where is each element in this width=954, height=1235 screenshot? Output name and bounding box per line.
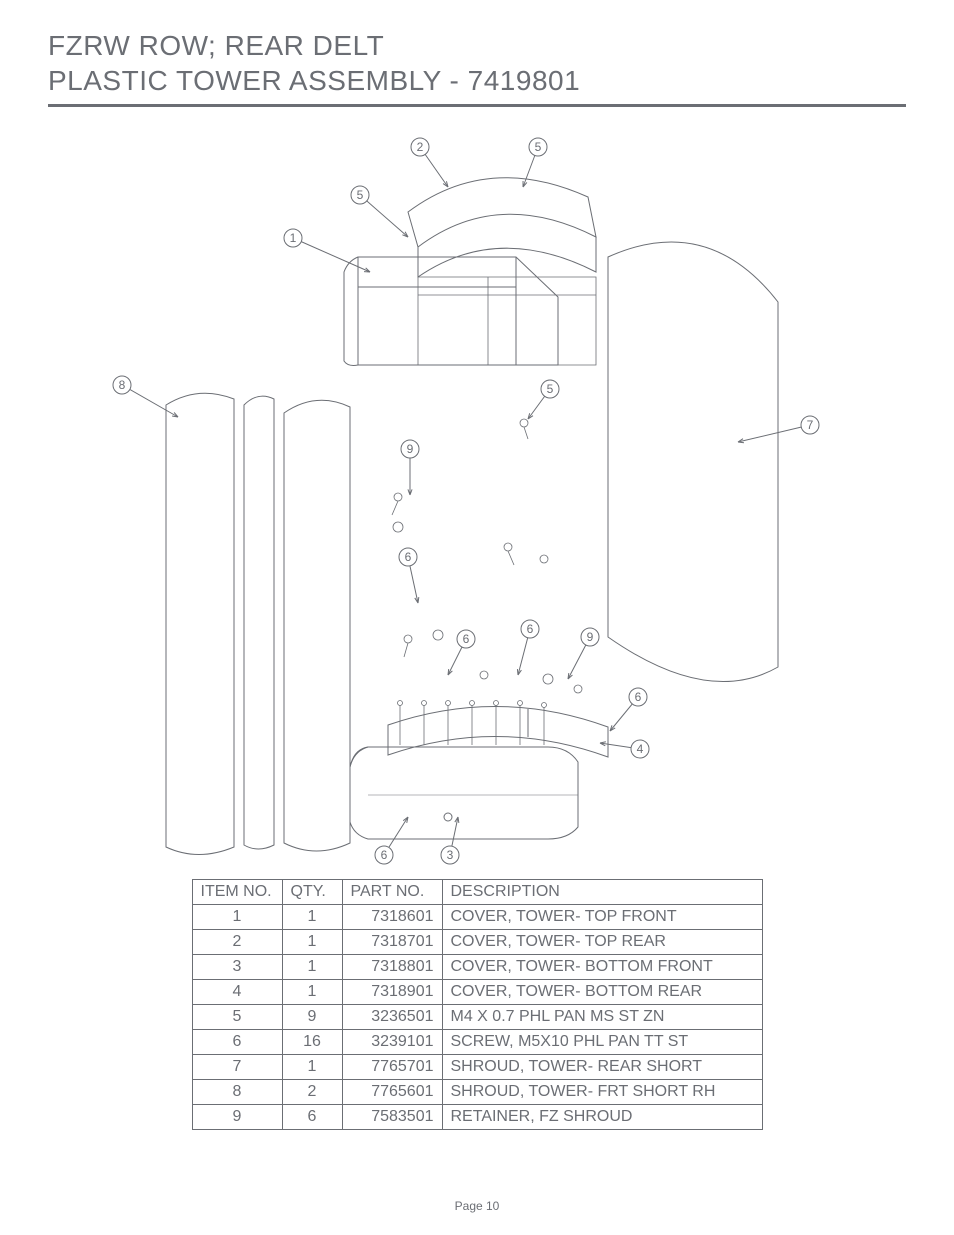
cell-desc: SHROUD, TOWER- FRT SHORT RH xyxy=(442,1080,762,1105)
balloon-label: 1 xyxy=(290,231,297,245)
table-row: 317318801COVER, TOWER- BOTTOM FRONT xyxy=(192,955,762,980)
part-cover-top-rear xyxy=(408,178,596,277)
cell-part: 7765701 xyxy=(342,1055,442,1080)
balloon-label: 7 xyxy=(807,418,814,432)
cell-qty: 6 xyxy=(282,1105,342,1130)
balloon-label: 9 xyxy=(407,442,414,456)
part-shroud-front-left xyxy=(166,393,350,854)
cell-part: 7318901 xyxy=(342,980,442,1005)
balloon-label: 6 xyxy=(463,632,470,646)
col-part-no: PART NO. xyxy=(342,880,442,905)
part-cover-bottom-rear xyxy=(388,706,608,757)
table-row: 417318901COVER, TOWER- BOTTOM REAR xyxy=(192,980,762,1005)
title-line-2: PLASTIC TOWER ASSEMBLY - 7419801 xyxy=(48,65,580,96)
balloon-label: 2 xyxy=(417,140,424,154)
cell-desc: M4 X 0.7 PHL PAN MS ST ZN xyxy=(442,1005,762,1030)
page-title: FZRW ROW; REAR DELT PLASTIC TOWER ASSEMB… xyxy=(48,28,906,98)
part-cover-bottom-front xyxy=(350,747,578,839)
cell-qty: 16 xyxy=(282,1030,342,1055)
balloon-label: 5 xyxy=(535,140,542,154)
leader-line xyxy=(738,425,810,442)
title-line-1: FZRW ROW; REAR DELT xyxy=(48,30,384,61)
cell-qty: 9 xyxy=(282,1005,342,1030)
leader-line xyxy=(360,195,408,237)
table-row: 717765701SHROUD, TOWER- REAR SHORT xyxy=(192,1055,762,1080)
leader-arrow xyxy=(172,412,178,417)
cell-item: 3 xyxy=(192,955,282,980)
cell-part: 7318601 xyxy=(342,905,442,930)
cell-item: 6 xyxy=(192,1030,282,1055)
page-number: Page 10 xyxy=(0,1199,954,1213)
part-cover-top-front xyxy=(344,257,558,366)
cell-item: 5 xyxy=(192,1005,282,1030)
table-row: 827765601SHROUD, TOWER- FRT SHORT RH xyxy=(192,1080,762,1105)
table-row: 967583501RETAINER, FZ SHROUD xyxy=(192,1105,762,1130)
table-row: 6163239101SCREW, M5X10 PHL PAN TT ST xyxy=(192,1030,762,1055)
leader-line xyxy=(293,238,370,272)
cell-desc: COVER, TOWER- TOP REAR xyxy=(442,930,762,955)
table-row: 217318701COVER, TOWER- TOP REAR xyxy=(192,930,762,955)
balloon-label: 3 xyxy=(447,848,454,862)
balloon-label: 6 xyxy=(381,848,388,862)
cell-item: 7 xyxy=(192,1055,282,1080)
cell-desc: COVER, TOWER- BOTTOM REAR xyxy=(442,980,762,1005)
cell-desc: SCREW, M5X10 PHL PAN TT ST xyxy=(442,1030,762,1055)
col-qty: QTY. xyxy=(282,880,342,905)
cell-desc: SHROUD, TOWER- REAR SHORT xyxy=(442,1055,762,1080)
balloon-label: 6 xyxy=(635,690,642,704)
balloon-label: 6 xyxy=(405,550,412,564)
exploded-diagram: 1 2 5 5 5 7 8 9 6 6 6 9 6 4 6 3 xyxy=(48,127,906,867)
title-rule xyxy=(48,104,906,107)
balloon-label: 4 xyxy=(637,742,644,756)
cell-item: 8 xyxy=(192,1080,282,1105)
diagram-svg: 1 2 5 5 5 7 8 9 6 6 6 9 6 4 6 3 xyxy=(48,127,906,867)
cell-part: 7318801 xyxy=(342,955,442,980)
balloon-label: 9 xyxy=(587,630,594,644)
cell-part: 3236501 xyxy=(342,1005,442,1030)
balloon-label: 5 xyxy=(547,382,554,396)
cell-qty: 1 xyxy=(282,905,342,930)
cell-part: 7318701 xyxy=(342,930,442,955)
cell-qty: 1 xyxy=(282,955,342,980)
leader-line xyxy=(122,385,178,417)
cell-part: 3239101 xyxy=(342,1030,442,1055)
cell-item: 9 xyxy=(192,1105,282,1130)
cell-item: 4 xyxy=(192,980,282,1005)
cell-item: 1 xyxy=(192,905,282,930)
part-shroud-rear-right xyxy=(608,242,778,682)
table-row: 117318601COVER, TOWER- TOP FRONT xyxy=(192,905,762,930)
cell-item: 2 xyxy=(192,930,282,955)
part-inner-frame xyxy=(418,277,596,365)
hardware-scatter xyxy=(392,419,582,745)
table-header-row: ITEM NO. QTY. PART NO. DESCRIPTION xyxy=(192,880,762,905)
cell-qty: 2 xyxy=(282,1080,342,1105)
col-description: DESCRIPTION xyxy=(442,880,762,905)
cell-desc: RETAINER, FZ SHROUD xyxy=(442,1105,762,1130)
cell-qty: 1 xyxy=(282,930,342,955)
cell-desc: COVER, TOWER- TOP FRONT xyxy=(442,905,762,930)
table-row: 593236501M4 X 0.7 PHL PAN MS ST ZN xyxy=(192,1005,762,1030)
cell-part: 7583501 xyxy=(342,1105,442,1130)
col-item-no: ITEM NO. xyxy=(192,880,282,905)
balloon-label: 6 xyxy=(527,622,534,636)
cell-qty: 1 xyxy=(282,980,342,1005)
parts-table: ITEM NO. QTY. PART NO. DESCRIPTION 11731… xyxy=(192,879,763,1130)
balloon-label: 8 xyxy=(119,378,126,392)
cell-qty: 1 xyxy=(282,1055,342,1080)
cell-desc: COVER, TOWER- BOTTOM FRONT xyxy=(442,955,762,980)
cell-part: 7765601 xyxy=(342,1080,442,1105)
balloon-label: 5 xyxy=(357,188,364,202)
